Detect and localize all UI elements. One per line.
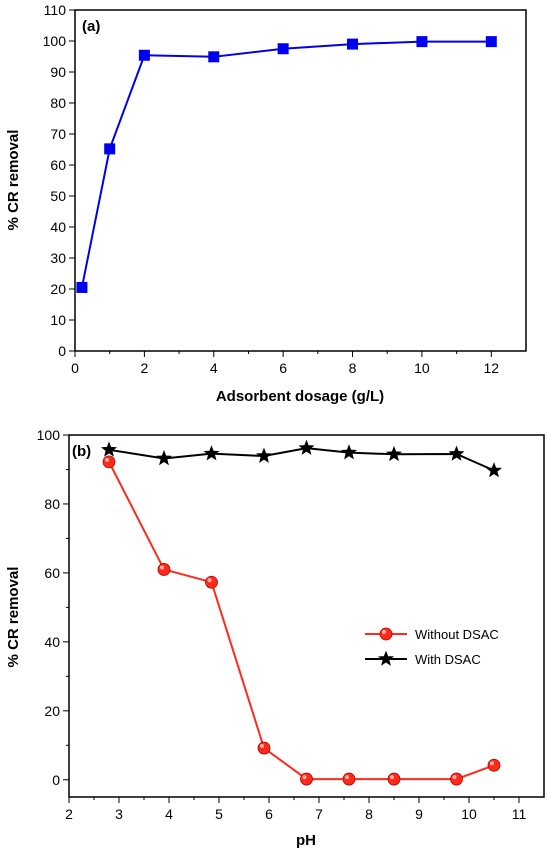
panel-b-series-0-point (387, 772, 401, 786)
panel-a-x-tick-label: 2 (140, 360, 148, 376)
panel-a-y-tick-label: 70 (50, 126, 66, 142)
panel-b-y-tick-label: 100 (37, 427, 61, 443)
panel-b-y-tick-label: 80 (44, 496, 60, 512)
panel-a-series-0-point (416, 36, 428, 48)
panel-b-x-tick-label: 3 (115, 806, 123, 822)
panel-b-series-0-point (300, 772, 313, 786)
panel-b-series-0-point (342, 772, 356, 786)
legend-label: With DSAC (415, 652, 481, 667)
panel-a-y-tick-label: 60 (50, 157, 66, 173)
panel-b-series-0-point (257, 741, 271, 755)
panel-b-x-tick-label: 5 (215, 806, 223, 822)
panel-a-y-tick-label: 40 (50, 219, 66, 235)
panel-a-y-tick-label: 110 (44, 2, 67, 18)
panel-b-legend: Without DSAC With DSAC (365, 627, 499, 667)
legend-swatch-marker (379, 627, 393, 641)
panel-b-axis-ticks: 2 3 4 5 6 7 8 9 10 11 0 20 40 60 80 100 (37, 427, 527, 822)
panel-b-chart: (b) 2 3 4 5 6 7 8 9 10 11 0 20 40 60 80 100 Without DSA… (5, 427, 545, 849)
panel-b-label: (b) (72, 443, 91, 460)
panel-b-y-tick-label: 0 (52, 772, 60, 788)
panel-b-x-tick-label: 10 (461, 806, 477, 822)
panel-a-y-axis-title: % CR removal (5, 130, 22, 231)
panel-a-plot-frame (74, 9, 527, 352)
panel-b-x-tick-label: 2 (65, 806, 73, 822)
panel-b-x-tick-label: 11 (512, 806, 527, 822)
panel-a-series-0-point (277, 43, 289, 55)
panel-b-series-0-point-highlight (345, 775, 349, 780)
panel-b-x-tick-label: 7 (315, 806, 323, 822)
legend-label: Without DSAC (415, 627, 499, 642)
panel-b-series-0-point-highlight (302, 775, 307, 780)
panel-a-y-tick-label: 50 (50, 188, 66, 204)
panel-b-series-1-point (386, 445, 402, 462)
panel-b-series-1-point (256, 447, 272, 463)
panel-a-series-0-line (80, 40, 492, 288)
panel-b-series-0-point (450, 772, 463, 786)
panel-a-axis-ticks: 0 2 4 6 8 10 12 0 10 20 30 40 50 60 70 80 90 100 110 (43, 2, 500, 376)
panel-a-series-0-point (104, 143, 116, 155)
panel-a-y-tick-label: 20 (50, 281, 66, 297)
panel-b-series-1-point (448, 445, 465, 461)
panel-b-y-axis-title: % CR removal (5, 567, 22, 668)
panel-b-x-tick-label: 9 (415, 806, 423, 822)
panel-a-y-tick-label: 0 (58, 343, 66, 359)
panel-a-x-tick-label: 8 (349, 360, 357, 376)
legend-swatch-marker (378, 650, 394, 666)
panel-a-y-tick-label: 90 (50, 64, 66, 80)
panel-a-label: (a) (82, 18, 100, 35)
panel-b-series-0-point-highlight (260, 744, 264, 749)
panel-b-series-1-point (298, 439, 315, 455)
panel-b-series-1-point (486, 462, 502, 478)
panel-b-series-1-point (341, 444, 357, 460)
panel-a-chart: (a) 0 2 4 6 8 10 12 0 10 20 30 40 50 60 70 80 90 100 110 A… (5, 2, 527, 405)
panel-b-plot-frame (68, 434, 545, 798)
panel-a-x-tick-label: 6 (279, 360, 287, 376)
panel-a-x-tick-label: 0 (71, 360, 79, 376)
panel-a-series-0-point (485, 36, 497, 48)
panel-a-x-tick-label: 12 (484, 360, 500, 376)
panel-b-series-0-point-highlight (160, 565, 164, 570)
panel-b-series-1-point (156, 450, 172, 466)
panel-a-x-axis-title: Adsorbent dosage (g/L) (216, 388, 384, 405)
panel-a-series-0-point (347, 38, 359, 50)
panel-a-y-tick-label: 30 (50, 250, 66, 266)
panel-b-y-tick-label: 60 (44, 565, 60, 581)
panel-a-y-tick-label: 100 (43, 33, 67, 49)
panel-b-series-0-point (205, 575, 218, 589)
panel-a-series-0-point (138, 49, 150, 61)
panel-b-x-axis-title: pH (296, 832, 316, 849)
panel-a-series-0-point (208, 51, 220, 63)
panel-a-y-tick-label: 10 (50, 312, 66, 328)
panel-b-series-0-point-highlight (390, 775, 394, 780)
panel-a-x-tick-label: 10 (414, 360, 430, 376)
panel-a-y-tick-label: 80 (50, 95, 66, 111)
panel-a-x-tick-label: 4 (210, 360, 218, 376)
panel-b-series-1-point (101, 441, 117, 457)
panel-b-x-tick-label: 4 (165, 806, 173, 822)
panel-b-series-0-point (157, 563, 171, 576)
panel-b-y-tick-label: 40 (44, 634, 60, 650)
panel-b-series (101, 439, 502, 786)
panel-b-x-tick-label: 6 (265, 806, 273, 822)
panel-b-series-0-point-highlight (452, 775, 457, 780)
legend-swatch-marker-highlight (382, 630, 386, 634)
panel-b-series-1-point (203, 445, 220, 461)
panel-b-series-0-point (102, 455, 116, 469)
panel-b-x-tick-label: 8 (365, 806, 373, 822)
panel-b-y-tick-label: 20 (44, 703, 60, 719)
panel-b-series-0-point-highlight (207, 578, 212, 583)
panel-b-series-0-point-highlight (490, 761, 494, 766)
panel-b-series-0-point-highlight (105, 457, 109, 462)
panel-b-series-0-point (487, 758, 501, 772)
panel-a-series-0-point (76, 281, 88, 293)
panel-a-series (76, 36, 497, 293)
